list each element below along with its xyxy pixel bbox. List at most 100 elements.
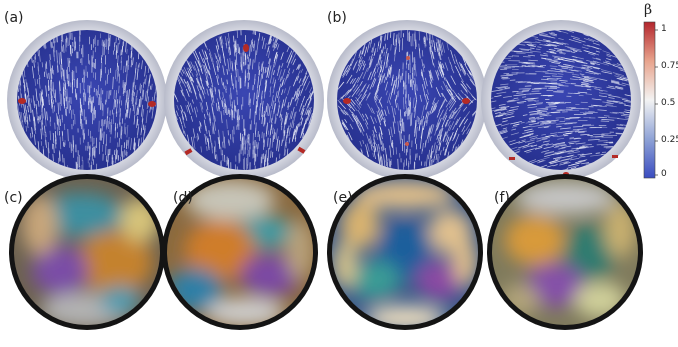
streamline	[205, 80, 208, 87]
streamline	[29, 103, 32, 114]
streamline	[236, 30, 239, 39]
streamline	[564, 45, 570, 48]
streamline	[503, 111, 515, 115]
streamline	[565, 132, 573, 134]
streamline	[256, 38, 259, 51]
streamline	[44, 108, 46, 120]
streamline	[527, 99, 534, 101]
streamline	[37, 141, 40, 153]
streamline	[394, 79, 396, 86]
streamline	[383, 76, 387, 83]
streamline	[262, 37, 265, 49]
streamline	[40, 120, 43, 131]
streamline	[445, 124, 451, 137]
streamline	[198, 51, 204, 64]
streamline	[507, 100, 516, 103]
streamline	[587, 38, 599, 43]
streamline	[337, 99, 342, 105]
streamline	[374, 117, 377, 123]
streamline	[348, 58, 354, 68]
streamline	[372, 43, 376, 53]
streamline	[581, 46, 589, 50]
streamline	[302, 132, 305, 139]
streamline	[187, 80, 192, 90]
streamline	[123, 123, 126, 134]
streamline	[307, 110, 310, 116]
streamline	[274, 52, 278, 60]
streamline	[295, 84, 301, 97]
streamline	[281, 68, 286, 81]
streamline	[392, 121, 396, 134]
streamline	[455, 59, 462, 72]
colorbar-tick: 0	[661, 169, 667, 179]
streamline	[148, 81, 150, 87]
streamline	[559, 162, 571, 166]
streamline	[302, 72, 308, 82]
streamline	[304, 98, 308, 107]
streamline	[579, 73, 585, 76]
streamline	[138, 99, 141, 107]
streamline	[295, 70, 301, 80]
streamline	[390, 87, 394, 95]
streamline	[557, 137, 565, 140]
streamline	[623, 100, 631, 104]
streamline	[577, 91, 588, 94]
streamline	[52, 102, 54, 114]
streamline	[395, 94, 397, 102]
streamline	[253, 30, 256, 35]
streamline	[269, 73, 273, 84]
streamline	[430, 145, 433, 157]
streamline	[444, 144, 449, 156]
streamline	[296, 90, 301, 100]
streamline	[366, 143, 370, 152]
streamline	[218, 101, 220, 110]
streamline	[268, 58, 271, 64]
streamline	[528, 116, 536, 119]
streamline	[283, 111, 288, 125]
streamline	[125, 109, 128, 117]
streamline	[266, 104, 269, 116]
streamline	[539, 32, 548, 35]
streamline	[283, 144, 286, 157]
streamline	[381, 75, 385, 83]
streamline	[274, 132, 276, 139]
streamline	[590, 63, 595, 66]
streamline	[603, 61, 615, 66]
streamline	[293, 111, 296, 119]
streamline	[376, 114, 382, 126]
streamline	[372, 152, 374, 158]
streamline	[337, 105, 347, 116]
streamline	[548, 49, 556, 51]
panel-label-e: (e)	[333, 190, 353, 206]
streamline	[45, 61, 48, 69]
streamline	[53, 41, 56, 53]
streamline	[194, 61, 200, 72]
streamline	[592, 57, 601, 61]
streamline	[455, 146, 458, 152]
streamline	[59, 80, 61, 92]
streamline	[142, 118, 144, 124]
streamline	[555, 143, 565, 146]
streamline	[620, 75, 627, 79]
streamline	[271, 135, 274, 148]
streamline	[429, 46, 431, 54]
streamline	[386, 59, 389, 68]
streamline	[524, 93, 531, 95]
streamline	[276, 44, 280, 50]
streamline	[543, 145, 554, 149]
streamline	[586, 89, 592, 91]
streamline	[570, 82, 576, 85]
streamline	[206, 80, 209, 88]
streamline	[277, 64, 280, 71]
streamline	[388, 128, 391, 136]
streamline	[346, 63, 352, 73]
streamline	[399, 39, 401, 53]
streamline	[197, 69, 201, 78]
streamline	[266, 103, 268, 112]
streamline	[53, 46, 55, 58]
streamline	[215, 45, 220, 57]
streamline	[495, 111, 502, 114]
streamline	[518, 87, 532, 90]
streamline	[561, 67, 569, 70]
streamline	[381, 155, 383, 163]
